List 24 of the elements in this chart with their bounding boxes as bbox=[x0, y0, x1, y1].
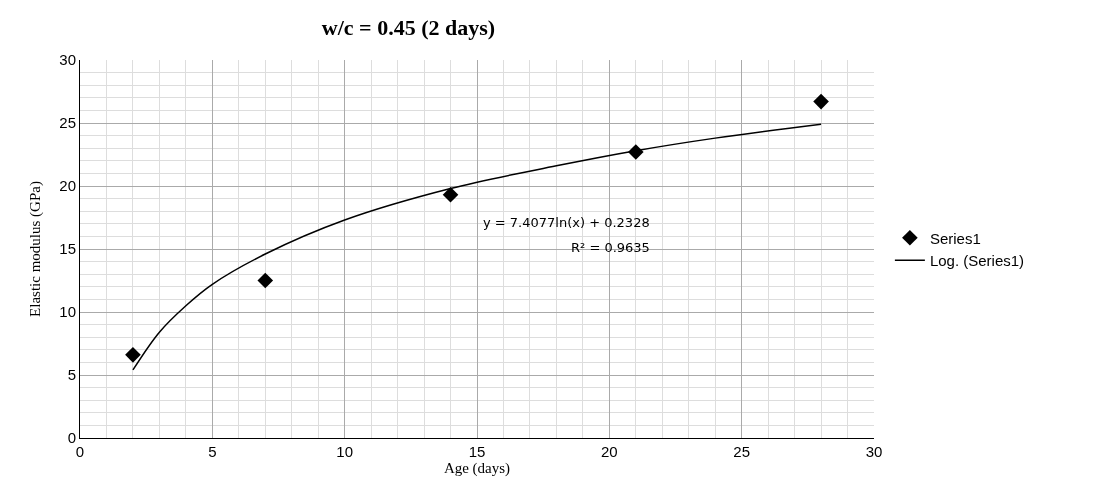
chart-title: w/c = 0.45 (2 days) bbox=[321, 14, 496, 40]
y-tick-label: 15 bbox=[59, 240, 76, 258]
y-tick-label: 30 bbox=[59, 51, 76, 69]
x-tick-label: 25 bbox=[733, 443, 751, 460]
point bbox=[813, 93, 829, 110]
legend-label: Log. (Series1) bbox=[929, 252, 1025, 270]
y-tick-label: 10 bbox=[59, 303, 76, 321]
y-tick-label: 0 bbox=[67, 429, 76, 447]
legend-label: Series1 bbox=[929, 229, 981, 247]
x-tick-label: 15 bbox=[468, 443, 486, 460]
point bbox=[125, 347, 141, 363]
y-axis-title: Elastic modulus (GPa) bbox=[26, 181, 44, 317]
x-tick-label: 20 bbox=[600, 443, 618, 460]
x-tick-label: 5 bbox=[208, 443, 217, 460]
point bbox=[442, 187, 459, 203]
y-tick-label: 20 bbox=[59, 177, 76, 195]
x-axis-title: Age (days) bbox=[443, 460, 511, 477]
x-tick-label: 10 bbox=[336, 443, 354, 460]
y-tick-label: 5 bbox=[67, 366, 76, 384]
annotation: R² = 0.9635 bbox=[571, 240, 650, 255]
x-tick-label: 30 bbox=[865, 443, 883, 460]
annotation: y = 7.4077ln(x) + 0.2328 bbox=[483, 215, 650, 230]
y-tick-label: 25 bbox=[59, 114, 76, 132]
point bbox=[257, 272, 274, 289]
